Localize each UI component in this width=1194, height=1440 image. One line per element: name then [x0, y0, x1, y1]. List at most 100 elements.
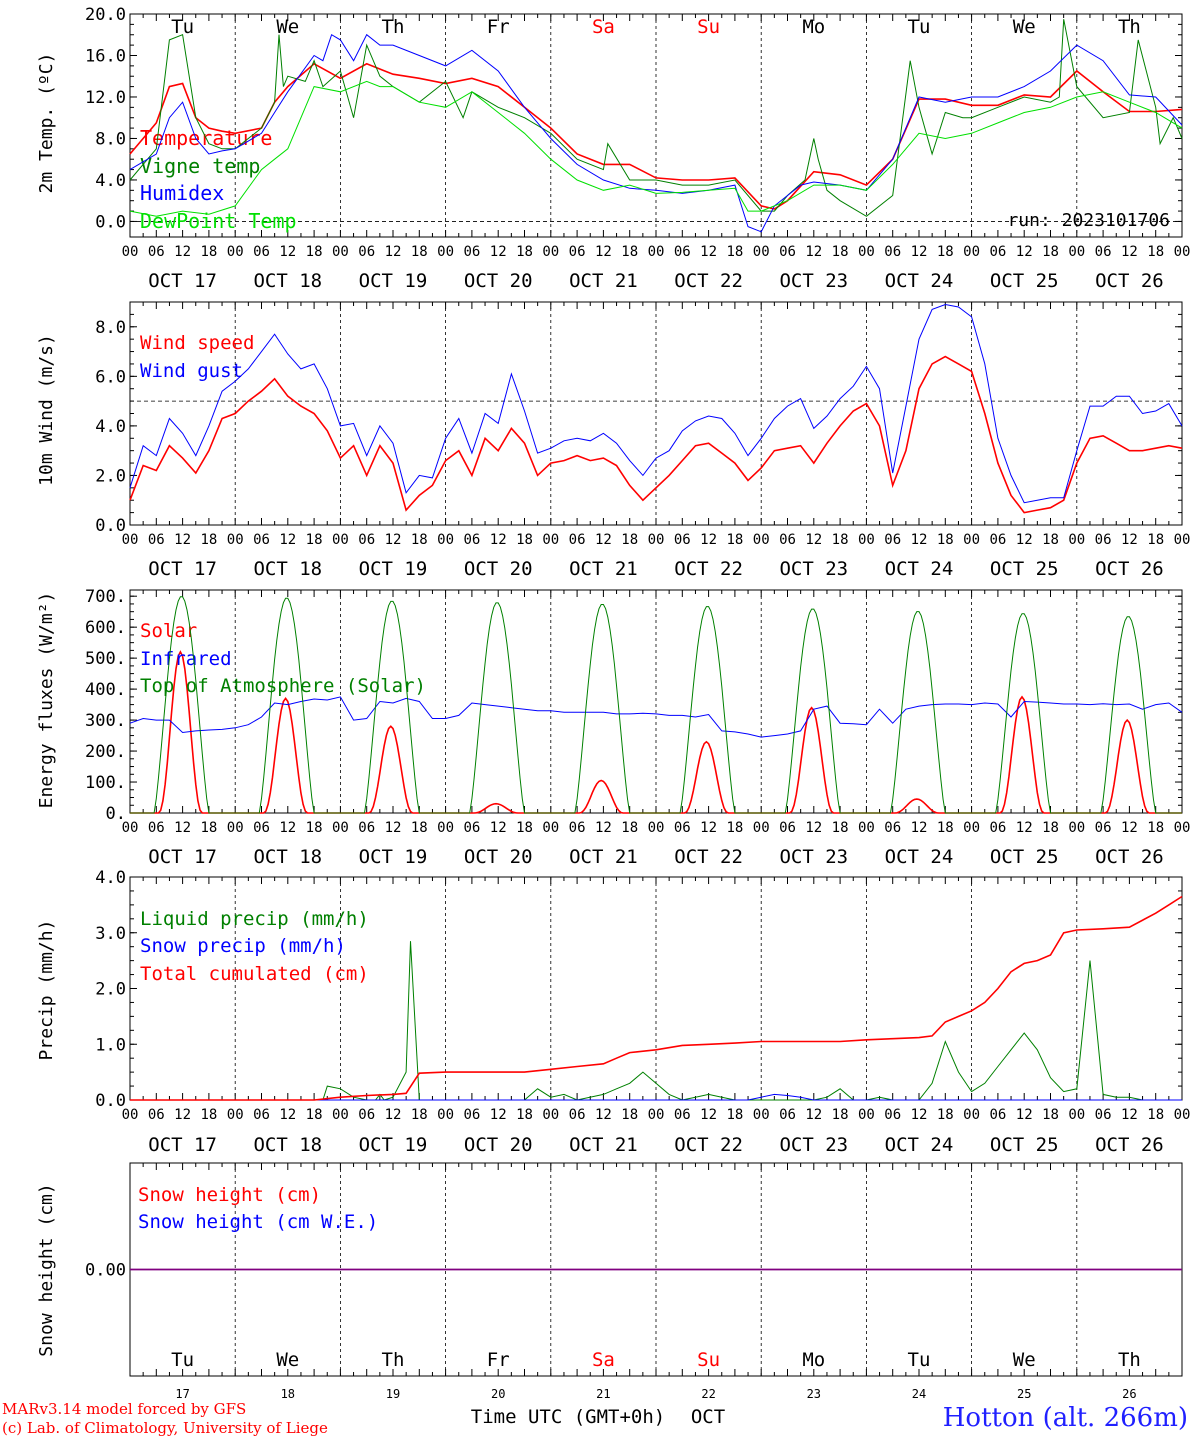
- date-label: OCT 23: [779, 846, 848, 868]
- hour-tick-label: 00: [437, 1107, 454, 1123]
- hour-tick-label: 00: [648, 820, 665, 836]
- hour-tick-label: 06: [253, 820, 270, 836]
- weekday-label: Mo: [802, 16, 825, 38]
- hour-tick-label: 00: [122, 532, 139, 548]
- hour-tick-label: 06: [569, 244, 586, 260]
- hour-tick-label: 00: [648, 1107, 665, 1123]
- hour-tick-label: 00: [437, 244, 454, 260]
- weekday-label: Su: [697, 1349, 720, 1371]
- hour-tick-label: 12: [174, 820, 191, 836]
- date-label: OCT 22: [674, 846, 743, 868]
- hour-tick-label: 12: [595, 244, 612, 260]
- y-tick-label: 0.00: [85, 1261, 126, 1281]
- hour-tick-label: 00: [122, 1107, 139, 1123]
- panel-3: Energy fluxes (W/m²) 0. 100. 200. 300. 400. 50…: [36, 587, 1190, 868]
- hour-tick-label: 18: [832, 532, 849, 548]
- date-label: OCT 20: [464, 558, 533, 580]
- legend-entry: Humidex: [140, 181, 224, 205]
- hour-tick-label: 12: [1121, 532, 1138, 548]
- hour-tick-label: 18: [621, 1107, 638, 1123]
- hour-tick-label: 12: [1016, 532, 1033, 548]
- series-line: [130, 596, 1182, 814]
- date-label: OCT 20: [464, 846, 533, 868]
- series-line: [129, 80, 1183, 217]
- hour-tick-label: 18: [621, 820, 638, 836]
- hour-tick-label: 06: [463, 820, 480, 836]
- hour-tick-label: 18: [306, 532, 323, 548]
- date-label: OCT 19: [359, 846, 428, 868]
- y-tick-label: 4.0: [95, 417, 126, 437]
- y-tick-label: 300.: [85, 711, 126, 731]
- hour-tick-label: 18: [1042, 820, 1059, 836]
- y-tick-label: 0.0: [95, 1091, 126, 1111]
- hour-tick-label: 00: [437, 532, 454, 548]
- y-tick-label: 400.: [85, 680, 126, 700]
- y-tick-label: 600.: [85, 618, 126, 638]
- y-tick-label: 6.0: [95, 367, 126, 387]
- weekday-label: Th: [1118, 1349, 1141, 1371]
- hour-tick-label: 06: [569, 532, 586, 548]
- hour-tick-label: 06: [884, 244, 901, 260]
- hour-tick-label: 12: [385, 244, 402, 260]
- y-tick-label: 8.0: [95, 318, 126, 338]
- hour-tick-label: 06: [1095, 532, 1112, 548]
- hour-tick-label: 18: [832, 244, 849, 260]
- weekday-label: Th: [1118, 16, 1141, 38]
- hour-tick-label: 06: [779, 1107, 796, 1123]
- date-label: OCT 19: [359, 558, 428, 580]
- hour-tick-label: 00: [963, 244, 980, 260]
- hour-tick-label: 00: [1174, 532, 1191, 548]
- date-label: OCT 26: [1095, 1134, 1164, 1156]
- day-number-label: 19: [386, 1387, 400, 1401]
- x-axis-month: OCT: [691, 1406, 725, 1428]
- model-credit: MARv3.14 model forced by GFS: [2, 1400, 247, 1418]
- hour-tick-label: 12: [911, 244, 928, 260]
- weekday-label: Tu: [171, 1349, 194, 1371]
- hour-tick-label: 06: [148, 1107, 165, 1123]
- hour-tick-label: 06: [569, 1107, 586, 1123]
- date-label: OCT 25: [990, 270, 1059, 292]
- legend-entry: DewPoint Temp: [140, 209, 297, 233]
- hour-tick-label: 06: [253, 1107, 270, 1123]
- hour-tick-label: 00: [332, 532, 349, 548]
- hour-tick-label: 12: [490, 532, 507, 548]
- legend-entry: Wind gust: [140, 360, 243, 382]
- hour-tick-label: 12: [805, 1107, 822, 1123]
- x-axis-title: Time UTC (GMT+0h): [471, 1406, 665, 1428]
- day-number-label: 22: [701, 1387, 715, 1401]
- date-label: OCT 25: [990, 1134, 1059, 1156]
- hour-tick-label: 12: [174, 532, 191, 548]
- date-label: OCT 17: [148, 270, 217, 292]
- date-label: OCT 18: [253, 270, 322, 292]
- date-label: OCT 26: [1095, 558, 1164, 580]
- hour-tick-label: 00: [1068, 820, 1085, 836]
- hour-tick-label: 00: [1068, 1107, 1085, 1123]
- y-tick-label: 20.0: [85, 5, 126, 25]
- hour-tick-label: 00: [753, 244, 770, 260]
- y-tick-label: 1.0: [95, 1035, 126, 1055]
- date-label: OCT 22: [674, 270, 743, 292]
- hour-tick-label: 00: [648, 244, 665, 260]
- hour-tick-label: 06: [253, 532, 270, 548]
- hour-tick-label: 06: [358, 1107, 375, 1123]
- hour-tick-label: 00: [963, 1107, 980, 1123]
- hour-tick-label: 00: [542, 1107, 559, 1123]
- day-number-label: 17: [175, 1387, 189, 1401]
- hour-tick-label: 00: [542, 820, 559, 836]
- day-number-label: 26: [1122, 1387, 1136, 1401]
- date-label: OCT 17: [148, 846, 217, 868]
- hour-tick-label: 18: [1042, 1107, 1059, 1123]
- hour-tick-label: 18: [306, 820, 323, 836]
- series-line: [130, 941, 1182, 1101]
- hour-tick-label: 06: [674, 244, 691, 260]
- hour-tick-label: 00: [858, 532, 875, 548]
- hour-tick-label: 18: [832, 1107, 849, 1123]
- hour-tick-label: 00: [542, 532, 559, 548]
- date-label: OCT 20: [464, 1134, 533, 1156]
- date-label: OCT 23: [779, 558, 848, 580]
- hour-tick-label: 18: [832, 820, 849, 836]
- weekday-label: We: [276, 16, 299, 38]
- panel-1: 2m Temp. (ºC)0.04.08.012.016.020.0Temper…: [36, 5, 1190, 292]
- hour-tick-label: 00: [858, 1107, 875, 1123]
- hour-tick-label: 06: [884, 820, 901, 836]
